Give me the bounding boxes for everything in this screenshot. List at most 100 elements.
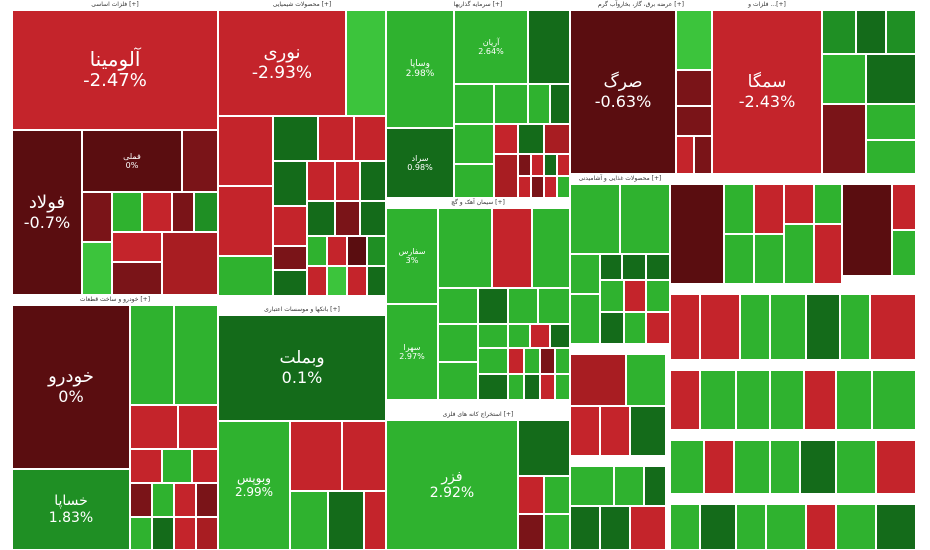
tile-small[interactable] [870, 294, 916, 360]
tile-small[interactable] [700, 370, 736, 430]
tile-small[interactable] [624, 280, 646, 312]
tile-small[interactable] [478, 348, 508, 374]
tile-noori[interactable]: نوری -2.93% [218, 10, 346, 116]
tile-small[interactable] [600, 406, 630, 456]
tile-small[interactable] [508, 324, 530, 348]
tile-small[interactable] [360, 201, 386, 236]
tile-small[interactable] [112, 262, 162, 295]
tile-small[interactable] [130, 305, 174, 405]
tile-small[interactable] [700, 504, 736, 550]
tile-small[interactable] [784, 184, 814, 224]
tile-small[interactable] [531, 154, 544, 176]
tile-small[interactable] [806, 504, 836, 550]
tile-small[interactable] [335, 161, 360, 201]
tile-small[interactable] [162, 449, 192, 483]
tile-small[interactable] [478, 324, 508, 348]
tile-small[interactable] [770, 370, 804, 430]
tile-small[interactable] [872, 370, 916, 430]
tile-small[interactable] [570, 184, 620, 254]
tile-small[interactable] [836, 370, 872, 430]
tile-small[interactable] [454, 124, 494, 164]
tile-small[interactable] [174, 483, 196, 517]
tile-sorg[interactable]: صرگ -0.63% [570, 10, 676, 174]
tile-semga[interactable]: سمگا -2.43% [712, 10, 822, 174]
sector-header-basic-metals[interactable]: فلزات اساسی [+] [12, 0, 218, 10]
tile-small[interactable] [130, 483, 152, 517]
tile-fameli[interactable]: فملی 0% [82, 130, 182, 192]
tile-small[interactable] [557, 176, 570, 198]
tile-small[interactable] [307, 201, 335, 236]
tile-small[interactable] [335, 201, 360, 236]
tile-sarad[interactable]: سراد 0.98% [386, 128, 454, 198]
sector-header-investments[interactable]: سرمایه گذاریها [+] [386, 0, 570, 10]
tile-small[interactable] [347, 236, 367, 266]
tile-small[interactable] [273, 246, 307, 270]
tile-small[interactable] [194, 192, 218, 232]
tile-small[interactable] [800, 440, 836, 494]
tile-small[interactable] [676, 106, 712, 136]
tile-small[interactable] [670, 294, 700, 360]
tile-small[interactable] [492, 208, 532, 288]
tile-small[interactable] [174, 305, 218, 405]
tile-small[interactable] [82, 192, 112, 242]
tile-small[interactable] [192, 449, 218, 483]
sector-header-metals[interactable]: فلزات و ...[+] [712, 0, 822, 10]
tile-small[interactable] [544, 176, 557, 198]
tile-small[interactable] [766, 504, 806, 550]
tile-small[interactable] [478, 288, 508, 324]
tile-small[interactable] [544, 514, 570, 550]
tile-small[interactable] [644, 466, 666, 506]
tile-small[interactable] [438, 324, 478, 362]
tile-sahra[interactable]: سهرا 2.97% [386, 304, 438, 400]
tile-small[interactable] [570, 506, 600, 550]
tile-small[interactable] [518, 514, 544, 550]
tile-small[interactable] [172, 192, 194, 232]
tile-small[interactable] [630, 506, 666, 550]
tile-small[interactable] [367, 236, 386, 266]
tile-small[interactable] [544, 476, 570, 514]
tile-small[interactable] [273, 270, 307, 296]
tile-small[interactable] [694, 136, 712, 174]
tile-small[interactable] [700, 294, 740, 360]
tile-small[interactable] [152, 483, 174, 517]
tile-small[interactable] [518, 420, 570, 476]
tile-small[interactable] [822, 10, 856, 54]
tile-small[interactable] [555, 374, 570, 400]
tile-small[interactable] [866, 54, 916, 104]
tile-khodro[interactable]: خودرو 0% [12, 305, 130, 469]
tile-small[interactable] [290, 421, 342, 491]
tile-small[interactable] [142, 192, 172, 232]
tile-vbposht[interactable]: وبوپس 2.99% [218, 421, 290, 550]
tile-small[interactable] [600, 254, 622, 280]
tile-small[interactable] [570, 254, 600, 294]
tile-small[interactable] [724, 234, 754, 284]
tile-small[interactable] [670, 370, 700, 430]
tile-small[interactable] [518, 176, 531, 198]
tile-small[interactable] [876, 504, 916, 550]
tile-small[interactable] [557, 154, 570, 176]
tile-sfars[interactable]: سفارس 3% [386, 208, 438, 304]
tile-fazar[interactable]: فزر 2.92% [386, 420, 518, 550]
tile-small[interactable] [218, 186, 273, 256]
tile-small[interactable] [804, 370, 836, 430]
tile-small[interactable] [736, 370, 770, 430]
tile-small[interactable] [524, 374, 540, 400]
tile-small[interactable] [676, 70, 712, 106]
tile-small[interactable] [528, 10, 570, 84]
tile-small[interactable] [130, 405, 178, 449]
tile-small[interactable] [550, 324, 570, 348]
sector-header-chemicals[interactable]: محصولات شیمیایی [+] [218, 0, 386, 10]
tile-small[interactable] [626, 354, 666, 406]
tile-small[interactable] [770, 294, 806, 360]
tile-small[interactable] [178, 405, 218, 449]
tile-small[interactable] [856, 10, 886, 54]
tile-small[interactable] [840, 294, 870, 360]
tile-small[interactable] [836, 440, 876, 494]
tile-small[interactable] [570, 406, 600, 456]
tile-small[interactable] [646, 254, 670, 280]
tile-small[interactable] [892, 184, 916, 230]
tile-small[interactable] [494, 154, 518, 198]
tile-vbmellat[interactable]: وبملت 0.1% [218, 315, 386, 421]
tile-small[interactable] [518, 476, 544, 514]
tile-small[interactable] [784, 224, 814, 284]
